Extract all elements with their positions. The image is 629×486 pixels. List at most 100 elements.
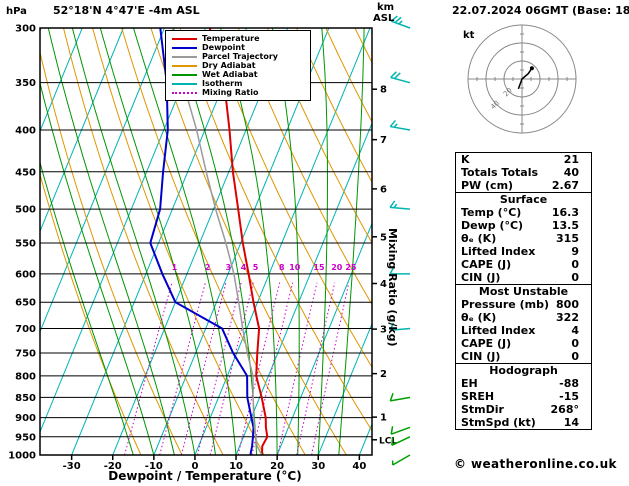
hodograph-ring-label: 20 [502, 86, 514, 98]
wind-barb-925 [390, 426, 411, 435]
stat-value: 322 [556, 311, 579, 324]
stat-label: Lifted Index [461, 245, 536, 258]
km-tick-label: 5 [380, 232, 387, 243]
table-row: CAPE (J) 0 [456, 337, 591, 350]
table-row: PW (cm) 2.67 [456, 179, 591, 192]
mixing-ratio-labels: 1 2 3 4 5 8 10 15 20 25 [172, 263, 357, 272]
legend-line-sample [172, 46, 197, 49]
stat-value: 16.3 [551, 206, 579, 219]
section-title: Most Unstable [478, 285, 569, 298]
mixing-ratio-value: 20 [331, 263, 343, 272]
legend-item-dry-adiabat: Dry Adiabat [172, 61, 308, 70]
wind-barb-1000 [391, 454, 411, 466]
pressure-tick-label: 400 [15, 126, 36, 137]
table-row: K 21 [456, 153, 591, 166]
stat-value: 21 [563, 153, 579, 166]
stat-label: θₑ (K) [461, 232, 497, 245]
table-row: Pressure (mb) 800 [456, 298, 591, 311]
hodograph-trace [517, 67, 533, 90]
plot-border [39, 27, 373, 456]
legend-item-dewpoint: Dewpoint [172, 43, 308, 52]
temp-tick-label: -20 [104, 461, 122, 472]
legend-label: Parcel Trajectory [202, 52, 278, 61]
stat-value: 800 [556, 298, 579, 311]
stat-value: 315 [556, 232, 579, 245]
stat-label: Pressure (mb) [461, 298, 549, 311]
table-row: SREH -15 [456, 390, 591, 403]
stat-value: 13.5 [551, 219, 579, 232]
table-row: CIN (J) 0 [456, 350, 591, 363]
stat-value: -15 [559, 390, 579, 403]
km-tick-label: 8 [380, 85, 387, 96]
stat-value: 0 [571, 271, 579, 284]
stat-value: 0 [571, 258, 579, 271]
pressure-tick-label: 450 [15, 167, 36, 178]
temperature-curve [208, 28, 269, 455]
legend-line-sample [172, 55, 197, 58]
copyright: © weatheronline.co.uk [454, 457, 617, 471]
km-axis-unit: km [377, 2, 395, 13]
wind-barb-850 [389, 393, 411, 402]
indices-table: K 21 Totals Totals 40 PW (cm) 2.67 Surface Temp… [455, 152, 592, 430]
wind-barb-400 [389, 119, 411, 131]
hodograph-ring-label: 40 [489, 99, 501, 111]
wind-barbs [389, 15, 411, 466]
mixing-ratio-value: 3 [226, 263, 232, 272]
temp-tick-label: 40 [352, 461, 366, 472]
stat-label: CAPE (J) [461, 337, 512, 350]
dewpoint-curve [149, 28, 255, 455]
stat-label: Temp (°C) [461, 206, 522, 219]
hodograph-ring [467, 24, 577, 134]
pressure-tick-label: 300 [15, 24, 36, 35]
stat-value: 14 [563, 416, 579, 429]
legend-item-wet-adiabat: Wet Adiabat [172, 70, 308, 79]
table-row: Totals Totals 40 [456, 166, 591, 179]
pressure-tick-label: 900 [15, 413, 36, 424]
stat-value: 40 [563, 166, 579, 179]
legend-label: Mixing Ratio [202, 88, 259, 97]
pressure-tick-label: 700 [15, 324, 36, 335]
sounding-curves [149, 28, 269, 455]
stat-value: -88 [559, 377, 579, 390]
pressure-tick-label: 500 [15, 205, 36, 216]
table-row: CIN (J) 0 [456, 271, 591, 284]
stat-label: K [461, 153, 470, 166]
stat-value: 2.67 [551, 179, 579, 192]
mixing-ratio-lines [124, 282, 350, 455]
pressure-tick-label: 1000 [8, 451, 36, 462]
stat-label: StmSpd (kt) [461, 416, 536, 429]
km-tick-label: 6 [380, 184, 387, 195]
table-row: StmDir 268° [456, 403, 591, 416]
mixing-ratio-value: 2 [205, 263, 211, 272]
wind-barb-950 [391, 436, 411, 446]
mixing-ratio-value: 4 [241, 263, 247, 272]
stat-value: 4 [571, 324, 579, 337]
table-row: StmSpd (kt) 14 [456, 416, 591, 429]
km-tick-label: 7 [380, 135, 387, 146]
km-tick-label: 3 [380, 325, 387, 336]
legend-line-sample [172, 37, 197, 40]
table-row: θₑ (K) 322 [456, 311, 591, 324]
pressure-tick-label: 750 [15, 348, 36, 359]
table-section-indices: K 21 Totals Totals 40 PW (cm) 2.67 [456, 153, 591, 192]
legend-item-mixing-ratio: Mixing Ratio [172, 88, 308, 97]
wind-barb-500 [389, 200, 411, 210]
table-row: Lifted Index 9 [456, 245, 591, 258]
table-section-hodograph: Hodograph EH -88 SREH -15 StmDir 268° StmSpd (k… [456, 363, 591, 429]
pressure-axis-unit: hPa [6, 6, 27, 17]
legend-label: Dry Adiabat [202, 61, 256, 70]
legend: Temperature Dewpoint Parcel Trajectory Dry … [165, 30, 311, 101]
stat-label: CIN (J) [461, 350, 501, 363]
pressure-tick-label: 600 [15, 269, 36, 280]
mixing-ratio-value: 25 [345, 263, 357, 272]
parcel-trajectory-curve [171, 28, 263, 455]
table-row: θₑ (K) 315 [456, 232, 591, 245]
legend-line-sample [172, 64, 197, 67]
mixing-ratio-value: 10 [289, 263, 301, 272]
stat-label: Lifted Index [461, 324, 536, 337]
datetime-label: 22.07.2024 06GMT (Base: 18) [452, 4, 629, 17]
legend-label: Isotherm [202, 79, 243, 88]
pressure-tick-label: 850 [15, 393, 36, 404]
